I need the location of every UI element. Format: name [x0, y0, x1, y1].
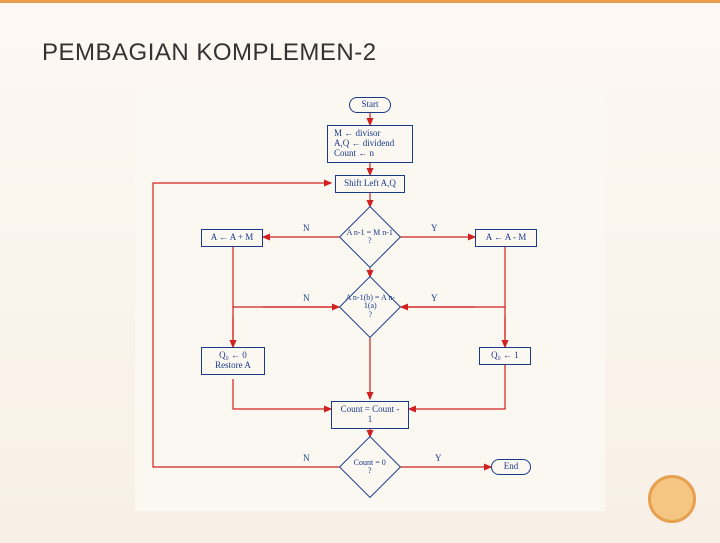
dec3-y-label: Y [435, 453, 442, 463]
q0l-line-1: Restore A [215, 361, 251, 371]
decision-2: A n-1(b) = A n-1(a) ? [339, 276, 401, 338]
decision-1: A n-1 = M n-1 ? [339, 206, 401, 268]
dec2-y-label: Y [431, 293, 438, 303]
start-terminator: Start [349, 97, 391, 113]
dec3-line-0: Count = 0 [354, 458, 386, 467]
q0-left-process: Q₀ ← 0 Restore A [201, 347, 265, 375]
shift-process: Shift Left A,Q [335, 175, 405, 193]
dec1-y-label: Y [431, 223, 438, 233]
dec2-n-label: N [303, 293, 310, 303]
dec1-line-1: ? [368, 236, 372, 245]
count-process: Count = Count - 1 [331, 401, 409, 429]
dec3-line-1: ? [368, 466, 372, 475]
slide-accent-dot [648, 475, 696, 523]
add-left-process: A ← A + M [201, 229, 263, 247]
init-line-2: Count ← n [334, 149, 374, 159]
dec2-line-0: A n-1(b) = A n-1(a) [345, 293, 394, 310]
dec3-n-label: N [303, 453, 310, 463]
page-title: PEMBAGIAN KOMPLEMEN-2 [42, 39, 377, 67]
add-right-process: A ← A - M [475, 229, 537, 247]
q0-right-process: Q₀ ← 1 [479, 347, 531, 365]
dec1-line-0: A n-1 = M n-1 [347, 228, 393, 237]
flowchart-canvas: Start M ← divisor A,Q ← dividend Count ←… [135, 91, 605, 511]
dec2-line-1: ? [368, 310, 372, 319]
dec1-n-label: N [303, 223, 310, 233]
decision-3: Count = 0 ? [339, 436, 401, 498]
init-process: M ← divisor A,Q ← dividend Count ← n [327, 125, 413, 163]
end-terminator: End [491, 459, 531, 475]
